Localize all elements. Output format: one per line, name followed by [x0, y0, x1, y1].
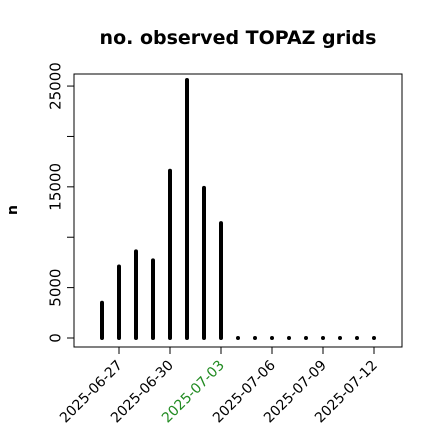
bar — [355, 336, 359, 340]
plot-frame — [73, 73, 403, 348]
chart-title: no. observed TOPAZ grids — [100, 27, 377, 49]
bar — [270, 336, 274, 340]
y-tick-label: 15000 — [47, 163, 65, 211]
bar — [304, 336, 308, 340]
bar — [338, 336, 342, 340]
bar — [287, 336, 291, 340]
x-axis: 2025-06-272025-06-302025-07-032025-07-06… — [57, 347, 381, 426]
bar — [253, 336, 257, 340]
y-tick-label: 0 — [47, 333, 65, 343]
y-tick-label: 5000 — [47, 269, 65, 307]
y-tick-label: 25000 — [47, 62, 65, 110]
bar — [321, 336, 325, 340]
bar — [372, 336, 376, 340]
bar — [236, 336, 240, 340]
bars — [100, 78, 376, 340]
y-axis: 0 5000 15000 25000 — [47, 62, 74, 343]
y-axis-label: n — [5, 205, 21, 215]
